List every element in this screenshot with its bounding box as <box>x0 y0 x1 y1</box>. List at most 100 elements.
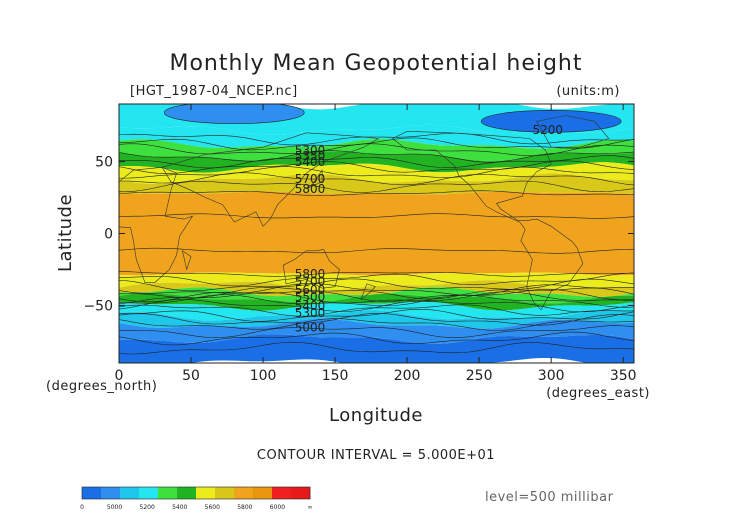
y-axis-label: Latitude <box>55 194 76 272</box>
contour-label-6: 5800 <box>295 267 326 281</box>
contour-line-1 <box>119 137 634 151</box>
band-5 <box>119 173 634 195</box>
y-unit-label: (degrees_north) <box>46 379 157 394</box>
coastline-7 <box>181 250 192 271</box>
color-swatch-2 <box>120 487 140 499</box>
color-swatch-1 <box>101 487 121 499</box>
x-axis-label: Longitude <box>329 405 423 426</box>
x-tick-label-0: 0 <box>115 368 124 384</box>
y-tick-label-1: 0 <box>104 227 113 243</box>
color-scale-tick-3: 5400 <box>172 504 187 511</box>
contour-label-3: 5700 <box>295 172 326 186</box>
color-scale-tick-4: 5600 <box>205 504 220 511</box>
contour-line-18 <box>119 291 634 305</box>
x-tick-label-4: 200 <box>394 368 421 384</box>
contour-label-10: 5400 <box>295 299 326 313</box>
band-13 <box>119 318 634 344</box>
color-scale-frame <box>81 486 311 500</box>
band-3 <box>119 151 634 173</box>
color-swatch-6 <box>196 487 216 499</box>
contour-label-4: 5800 <box>295 182 326 196</box>
contour-label-12: 5000 <box>295 320 326 334</box>
contour-labels: 5300535054005700580052005800570056005500… <box>295 123 563 334</box>
coastlines <box>119 115 610 311</box>
contour-line-23 <box>119 313 634 326</box>
contour-line-25 <box>119 325 634 338</box>
coastline-0 <box>119 166 194 283</box>
contour-line-27 <box>119 341 634 355</box>
contour-line-12 <box>119 271 634 277</box>
color-swatch-5 <box>177 487 197 499</box>
coastline-1 <box>161 132 380 227</box>
contour-label-0: 5300 <box>295 143 326 157</box>
contour-line-19 <box>119 294 634 308</box>
coastline-4 <box>536 115 610 148</box>
contour-interval-text: CONTOUR INTERVAL = 5.000E+01 <box>257 448 495 463</box>
coastline-5 <box>360 283 376 301</box>
color-scale-tick-6: 6000 <box>270 504 285 511</box>
x-tick-label-5: 250 <box>466 368 493 384</box>
x-tick-label-3: 150 <box>322 368 349 384</box>
x-unit-label: (degrees_east) <box>546 386 650 401</box>
x-tick-label-6: 300 <box>538 368 565 384</box>
band-9 <box>119 287 634 304</box>
low-center-0 <box>480 109 622 133</box>
y-tick-label-2: −50 <box>83 298 113 314</box>
coastline-6 <box>306 169 323 190</box>
coastline-3 <box>392 130 584 311</box>
contour-line-13 <box>119 272 634 287</box>
contour-label-8: 5600 <box>295 283 326 297</box>
contour-line-4 <box>119 155 634 169</box>
contour-line-14 <box>119 278 634 292</box>
contour-label-1: 5350 <box>295 149 326 163</box>
contour-line-7 <box>119 172 634 186</box>
color-swatch-0 <box>82 487 102 499</box>
color-scale-tick-7: ∞ <box>308 504 313 511</box>
contour-line-21 <box>119 304 634 317</box>
plot-area: 5300535054005700580052005800570056005500… <box>83 103 637 384</box>
band-11 <box>119 301 634 321</box>
color-scale-tick-1: 5000 <box>107 504 122 511</box>
band-12 <box>119 310 634 329</box>
contour-label-11: 5300 <box>295 306 326 320</box>
color-swatch-3 <box>139 487 159 499</box>
color-scale-tick-5: 5800 <box>237 504 252 511</box>
contour-line-2 <box>119 143 634 157</box>
color-swatch-7 <box>215 487 235 499</box>
contour-line-11 <box>119 247 634 254</box>
contour-label-2: 5400 <box>295 155 326 169</box>
axis-ticks: 0 50 100 150 200 250 300 350 50 0 −50 <box>83 104 637 384</box>
source-file-label: [HGT_1987-04_NCEP.nc] <box>130 84 298 99</box>
y-tick-label-0: 50 <box>95 155 113 171</box>
contour-line-22 <box>119 309 634 322</box>
level-text: level=500 millibar <box>485 490 614 505</box>
contour-line-8 <box>119 180 634 193</box>
units-label: (units:m) <box>556 84 620 99</box>
contour-line-6 <box>119 166 634 179</box>
color-swatch-8 <box>234 487 254 499</box>
band-2 <box>119 139 634 162</box>
color-scale: 0 5000 5200 5400 5600 5800 6000 ∞ <box>80 486 313 511</box>
band-14 <box>119 334 634 363</box>
color-bands <box>119 104 634 363</box>
color-swatch-9 <box>253 487 273 499</box>
x-tick-label-2: 100 <box>250 368 277 384</box>
color-swatch-4 <box>158 487 178 499</box>
contour-line-5 <box>119 160 634 174</box>
x-tick-label-1: 50 <box>182 368 200 384</box>
coastline-2 <box>282 248 340 289</box>
contour-line-24 <box>119 318 634 331</box>
contour-line-9 <box>119 190 634 196</box>
color-scale-tick-2: 5200 <box>140 504 155 511</box>
contour-line-17 <box>119 289 634 303</box>
contour-label-7: 5700 <box>295 274 326 288</box>
contour-line-3 <box>119 150 634 163</box>
contour-line-15 <box>119 283 634 296</box>
chart-title: Monthly Mean Geopotential height <box>169 51 582 76</box>
band-6 <box>119 191 634 276</box>
contour-label-9: 5500 <box>295 290 326 304</box>
band-4 <box>119 162 634 184</box>
contour-lines <box>119 132 634 355</box>
color-swatch-11 <box>291 487 311 499</box>
contour-line-26 <box>119 331 634 346</box>
